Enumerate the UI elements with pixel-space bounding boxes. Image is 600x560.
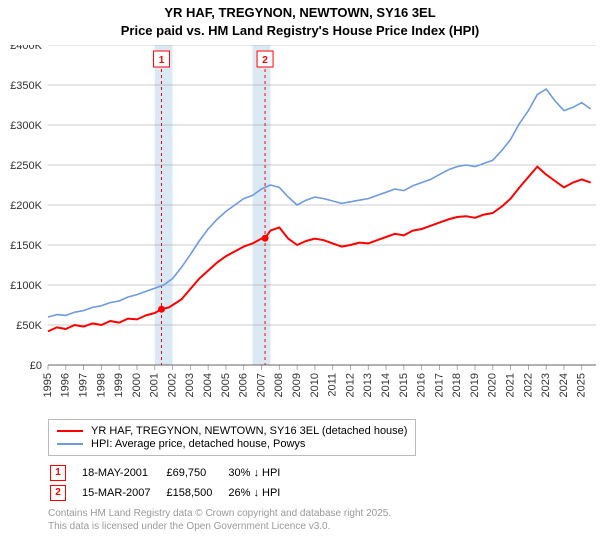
svg-text:1996: 1996	[60, 373, 72, 397]
svg-text:2011: 2011	[327, 373, 339, 397]
point-delta: 26% ↓ HPI	[228, 484, 294, 502]
point-delta: 30% ↓ HPI	[228, 464, 294, 482]
svg-text:2018: 2018	[451, 373, 463, 397]
svg-text:2002: 2002	[166, 373, 178, 397]
table-row: 2 15-MAR-2007 £158,500 26% ↓ HPI	[50, 484, 294, 502]
svg-text:2006: 2006	[238, 373, 250, 397]
chart-title: YR HAF, TREGYNON, NEWTOWN, SY16 3EL Pric…	[0, 0, 600, 39]
legend-item-hpi: HPI: Average price, detached house, Powy…	[57, 438, 407, 450]
legend-item-property: YR HAF, TREGYNON, NEWTOWN, SY16 3EL (det…	[57, 425, 407, 437]
svg-text:£250K: £250K	[10, 160, 42, 172]
legend-swatch-hpi	[57, 443, 83, 445]
legend-label-property: YR HAF, TREGYNON, NEWTOWN, SY16 3EL (det…	[91, 425, 407, 437]
svg-text:2016: 2016	[416, 373, 428, 397]
svg-text:2000: 2000	[131, 373, 143, 397]
license-line-1: Contains HM Land Registry data © Crown c…	[48, 508, 600, 521]
plot-area: £0 £50K £100K £150K £200K £250K £300K £350K £400…	[0, 45, 600, 415]
svg-text:2: 2	[262, 55, 268, 66]
svg-text:2025: 2025	[576, 373, 588, 397]
legend: YR HAF, TREGYNON, NEWTOWN, SY16 3EL (det…	[48, 419, 416, 456]
svg-text:2021: 2021	[505, 373, 517, 397]
point-badge-1: 1	[50, 465, 66, 481]
chart-container: YR HAF, TREGYNON, NEWTOWN, SY16 3EL Pric…	[0, 0, 600, 533]
svg-text:£350K: £350K	[10, 80, 42, 92]
svg-text:2024: 2024	[558, 373, 570, 397]
svg-text:1: 1	[159, 55, 165, 66]
svg-text:2004: 2004	[202, 373, 214, 397]
svg-text:2014: 2014	[380, 373, 392, 397]
svg-text:£300K: £300K	[10, 120, 42, 132]
svg-text:£200K: £200K	[10, 200, 42, 212]
legend-swatch-property	[57, 430, 83, 432]
svg-text:2012: 2012	[344, 373, 356, 397]
svg-text:2001: 2001	[149, 373, 161, 397]
svg-text:£150K: £150K	[10, 240, 42, 252]
svg-text:1997: 1997	[77, 373, 89, 397]
title-line-2: Price paid vs. HM Land Registry's House …	[0, 22, 600, 40]
svg-text:2020: 2020	[487, 373, 499, 397]
point-date: 18-MAY-2001	[82, 464, 164, 482]
svg-text:2010: 2010	[309, 373, 321, 397]
svg-text:2008: 2008	[273, 373, 285, 397]
svg-text:2005: 2005	[220, 373, 232, 397]
svg-text:2022: 2022	[522, 373, 534, 397]
svg-text:1995: 1995	[42, 373, 54, 397]
plot-svg: £0 £50K £100K £150K £200K £250K £300K £350K £400…	[0, 45, 600, 410]
svg-text:2019: 2019	[469, 373, 481, 397]
svg-text:1999: 1999	[113, 373, 125, 397]
point-price: £158,500	[166, 484, 226, 502]
svg-text:2013: 2013	[362, 373, 374, 397]
license-text: Contains HM Land Registry data © Crown c…	[48, 508, 600, 533]
title-line-1: YR HAF, TREGYNON, NEWTOWN, SY16 3EL	[0, 4, 600, 22]
svg-text:2007: 2007	[255, 373, 267, 397]
legend-label-hpi: HPI: Average price, detached house, Powy…	[91, 438, 305, 450]
table-row: 1 18-MAY-2001 £69,750 30% ↓ HPI	[50, 464, 294, 482]
svg-text:1998: 1998	[95, 373, 107, 397]
svg-text:2023: 2023	[540, 373, 552, 397]
svg-text:£50K: £50K	[16, 320, 42, 332]
svg-text:£0: £0	[30, 360, 42, 372]
license-line-2: This data is licensed under the Open Gov…	[48, 521, 600, 534]
point-badge-2: 2	[50, 485, 66, 501]
svg-text:2003: 2003	[184, 373, 196, 397]
data-point-table: 1 18-MAY-2001 £69,750 30% ↓ HPI 2 15-MAR…	[48, 462, 296, 504]
svg-text:2017: 2017	[433, 373, 445, 397]
svg-text:2009: 2009	[291, 373, 303, 397]
point-date: 15-MAR-2007	[82, 484, 164, 502]
point-price: £69,750	[166, 464, 226, 482]
svg-text:£100K: £100K	[10, 280, 42, 292]
svg-text:£400K: £400K	[10, 45, 42, 52]
svg-text:2015: 2015	[398, 373, 410, 397]
